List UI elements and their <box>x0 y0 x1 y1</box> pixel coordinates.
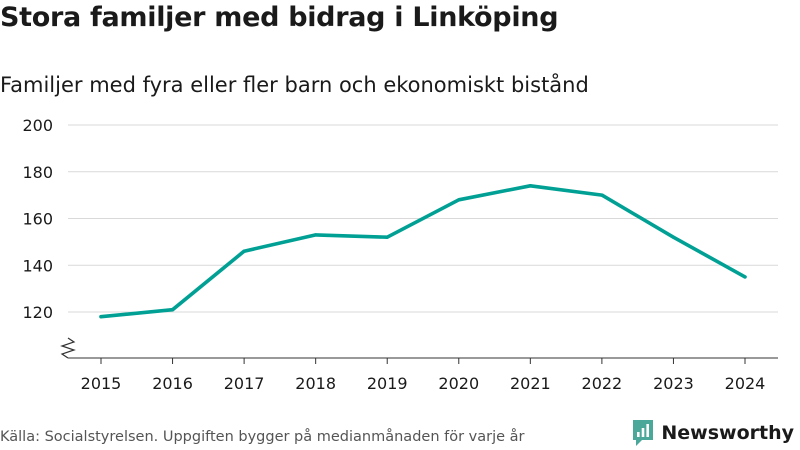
y-tick-label: 140 <box>22 256 53 275</box>
x-tick-label: 2022 <box>582 374 623 393</box>
brand-name: Newsworthy <box>661 422 794 444</box>
x-axis-labels: 2015 2016 2017 2018 2019 2020 2021 2022 2023 2024 <box>81 374 766 393</box>
data-point <box>99 315 103 319</box>
x-axis <box>60 337 778 364</box>
chart-title: Stora familjer med bidrag i Linköping <box>0 2 559 33</box>
series-layer <box>99 184 747 319</box>
source-note: Källa: Socialstyrelsen. Uppgiften bygger… <box>0 429 525 445</box>
x-tick-label: 2018 <box>295 374 336 393</box>
y-tick-label: 180 <box>22 163 53 182</box>
series-line <box>99 184 747 319</box>
x-tick-label: 2020 <box>438 374 479 393</box>
y-tick-label: 160 <box>22 210 53 229</box>
data-point <box>671 235 676 239</box>
x-tick-label: 2023 <box>653 374 694 393</box>
x-tick-label: 2024 <box>725 374 766 393</box>
line-chart: 120 140 160 180 200 2015 2016 2017 2018 2019 2020… <box>22 116 778 393</box>
data-point <box>242 249 246 253</box>
data-point <box>600 193 604 197</box>
x-tick-label: 2019 <box>367 374 408 393</box>
data-point <box>314 233 318 237</box>
x-tick-label: 2017 <box>224 374 265 393</box>
axis-break-icon <box>60 337 76 359</box>
y-tick-label: 200 <box>22 116 53 135</box>
y-tick-label: 120 <box>22 303 53 322</box>
data-point <box>528 184 532 188</box>
bar-chart-icon <box>633 420 654 446</box>
x-tick-label: 2015 <box>81 374 122 393</box>
x-tick-label: 2016 <box>152 374 193 393</box>
chart-subtitle: Familjer med fyra eller fler barn och ek… <box>0 73 589 97</box>
y-axis-labels: 120 140 160 180 200 <box>22 116 53 322</box>
data-point <box>457 198 461 202</box>
data-point <box>743 275 747 279</box>
data-point <box>385 235 389 239</box>
x-tick-label: 2021 <box>510 374 551 393</box>
brand-logo: Newsworthy <box>631 419 794 447</box>
data-point <box>170 308 175 312</box>
